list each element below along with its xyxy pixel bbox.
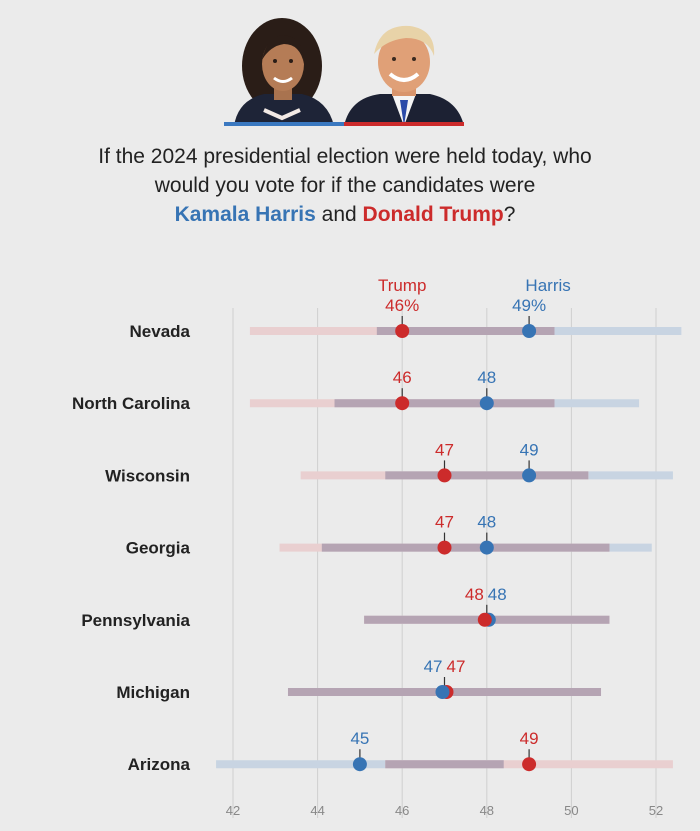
question-end: ? (503, 203, 516, 226)
harris-value-label: 47 (424, 657, 443, 676)
x-tick-label: 48 (480, 803, 494, 818)
trump-dot (437, 468, 452, 483)
x-tick-label: 46 (395, 803, 409, 818)
trump-value-label: 46 (393, 368, 412, 387)
trump-value-label: 46% (385, 296, 419, 315)
harris-dot (522, 468, 537, 483)
harris-dot (435, 685, 450, 699)
question-line-1: If the 2024 presidential election were h… (98, 145, 592, 168)
state-label: Georgia (126, 539, 191, 558)
trump-dot (437, 540, 452, 555)
harris-value-label: 49% (512, 296, 546, 315)
x-tick-label: 44 (310, 803, 324, 818)
harris-value-label: 48 (477, 368, 496, 387)
harris-photo (224, 14, 344, 126)
state-label: Michigan (116, 683, 190, 702)
harris-dot (522, 324, 537, 338)
candidate-photos (224, 14, 464, 126)
trump-dot (395, 324, 410, 338)
question-line-2: would you vote for if the candidates wer… (154, 174, 536, 197)
state-label: Wisconsin (105, 466, 190, 485)
trump-name: Donald Trump (362, 203, 504, 226)
trump-value-label: 47 (435, 440, 454, 459)
harris-name: Kamala Harris (174, 203, 316, 226)
x-tick-label: 50 (564, 803, 578, 818)
trump-dot (522, 757, 537, 772)
harris-value-label: 48 (477, 513, 496, 532)
and-text: and (315, 203, 363, 226)
trump-value-label: 49 (520, 729, 539, 748)
harris-value-label: 45 (350, 729, 369, 748)
trump-photo (344, 14, 464, 126)
x-tick-label: 52 (649, 803, 663, 818)
harris-dot (479, 540, 494, 555)
harris-dot (479, 396, 494, 411)
harris-series-label: Harris (525, 276, 570, 295)
trump-series-label: Trump (378, 276, 427, 295)
trump-dot (395, 396, 410, 411)
harris-value-label: 49 (520, 440, 539, 459)
survey-question: If the 2024 presidential election were h… (0, 142, 690, 229)
trump-value-label: 47 (435, 513, 454, 532)
trump-dot (477, 612, 492, 627)
state-label: Pennsylvania (81, 611, 190, 630)
state-label: Nevada (130, 322, 191, 341)
state-label: North Carolina (72, 394, 191, 413)
harris-value-label: 48 (488, 585, 507, 604)
state-label: Arizona (128, 755, 191, 774)
question-line-3: Kamala Harris and Donald Trump? (0, 200, 690, 229)
harris-dot (352, 757, 367, 772)
x-tick-label: 42 (226, 803, 240, 818)
trump-value-label: 47 (447, 657, 466, 676)
trump-value-label: 48 (465, 585, 484, 604)
